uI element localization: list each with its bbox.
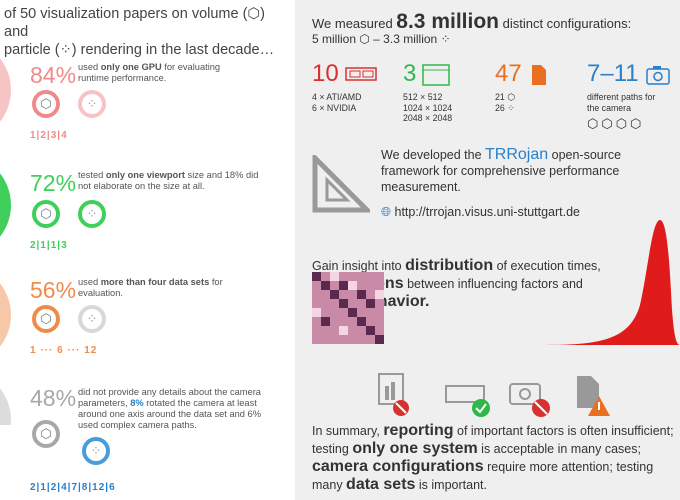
config-camera-detail: different paths for the camera [587, 92, 656, 113]
intro-line2b: ) rendering in the last decade… [71, 42, 275, 58]
config-camera-count: 7–11 [587, 60, 639, 87]
mini-ring-particles: ⁘ [78, 90, 106, 118]
viewport-icon [422, 64, 450, 86]
ring-camera [0, 388, 11, 425]
config-viewport-count: 3 [403, 60, 417, 87]
cube-icon: ⬡ [507, 92, 515, 102]
correlation-matrix [312, 272, 384, 344]
particles-icon: ⁘ [59, 42, 72, 58]
stat-camera-bars: 2|1|2|4|7|8|12|6 [30, 482, 116, 493]
summary-text: In summary, reporting of important facto… [312, 422, 674, 493]
trrojan-link[interactable]: 🌐︎ http://trrojan.visus.uni-stuttgart.de [381, 205, 581, 219]
stat-gpu-desc: used only one GPU for evaluating runtime… [78, 62, 221, 83]
mini-ring-volume: ⬡ [32, 90, 60, 118]
trrojan-text: We developed the TRRojan open-source fra… [381, 146, 622, 195]
config-datasets-count: 47 [495, 60, 522, 87]
intro-line1b: ) and [4, 6, 265, 40]
mini-ring-particles: ⁘ [78, 200, 106, 228]
ruler-triangle-icon [312, 155, 370, 213]
cube-icon: ⬡ [40, 206, 52, 221]
particles-icon: ⁘ [86, 206, 98, 221]
stat-gpu-bars: 1|2|3|4 [30, 130, 68, 141]
camera-icon [646, 66, 670, 85]
intro-line1: of 50 visualization papers on volume ( [4, 6, 248, 22]
mini-ring-volume: ⬡ [32, 200, 60, 228]
cube-icon: ⬡ [40, 311, 52, 326]
mini-ring-volume: ⬡ [32, 305, 60, 333]
stat-gpu-pct: 84% [30, 62, 77, 88]
file-missing-icon [378, 373, 409, 416]
cube-icon: ⬡ [359, 32, 370, 46]
config-viewport-detail: 512 × 512 1024 × 1024 2048 × 2048 [403, 92, 453, 123]
mini-ring-particles: ⁘ [82, 437, 110, 465]
stat-datasets-pct: 56% [30, 277, 77, 303]
stat-camera-pct: 48% [30, 385, 77, 411]
particles-icon: ⁘ [86, 96, 98, 111]
stat-viewport-desc: tested only one viewport size and 18% di… [78, 170, 259, 191]
ring-gpu [0, 58, 11, 122]
measured-line2: 5 million ⬡ – 3.3 million ⁘ [312, 32, 451, 46]
measured-line1: We measured 8.3 million distinct configu… [312, 10, 632, 33]
ring-datasets [0, 283, 11, 347]
stat-viewport-pct: 72% [30, 170, 77, 196]
config-datasets-detail: 21 ⬡ 26 ⁘ [495, 92, 515, 113]
gpu-check-icon [445, 385, 490, 417]
stat-datasets-desc: used more than four data sets for evalua… [78, 277, 223, 298]
camera-missing-icon [509, 383, 550, 417]
camera-path-icons: ⬡⬡⬡⬡ [587, 116, 645, 131]
intro-text: of 50 visualization papers on volume (⬡)… [4, 5, 289, 59]
distribution-curve [545, 220, 680, 345]
left-panel: of 50 visualization papers on volume (⬡)… [0, 0, 295, 500]
cube-icon: ⬡ [247, 6, 261, 22]
file-icon [532, 65, 546, 85]
particles-icon: ⁘ [440, 32, 451, 46]
mini-ring-particles: ⁘ [78, 305, 106, 333]
gpu-icon [345, 67, 377, 81]
globe-icon: 🌐︎ [381, 205, 392, 219]
stat-camera-desc: did not provide any details about the ca… [78, 387, 261, 430]
config-gpu-count: 10 [312, 60, 339, 87]
config-gpu-detail: 4 × ATI/AMD 6 × NVIDIA [312, 92, 362, 113]
file-warning-icon [577, 376, 610, 416]
particles-icon: ⁘ [90, 443, 102, 458]
cube-icon: ⬡ [40, 426, 52, 441]
big-rings [0, 58, 11, 425]
stat-viewport-bars: 2|1|1|3 [30, 240, 68, 251]
particles-icon: ⁘ [507, 102, 515, 113]
particles-icon: ⁘ [86, 311, 98, 326]
mini-ring-volume: ⬡ [32, 420, 60, 448]
stat-datasets-bars: 1 ··· 6 ··· 12 [30, 345, 98, 356]
ring-viewport [0, 173, 11, 237]
intro-line2: particle ( [4, 42, 60, 58]
cube-icon: ⬡ [40, 96, 52, 111]
right-panel: We measured 8.3 million distinct configu… [295, 0, 680, 500]
